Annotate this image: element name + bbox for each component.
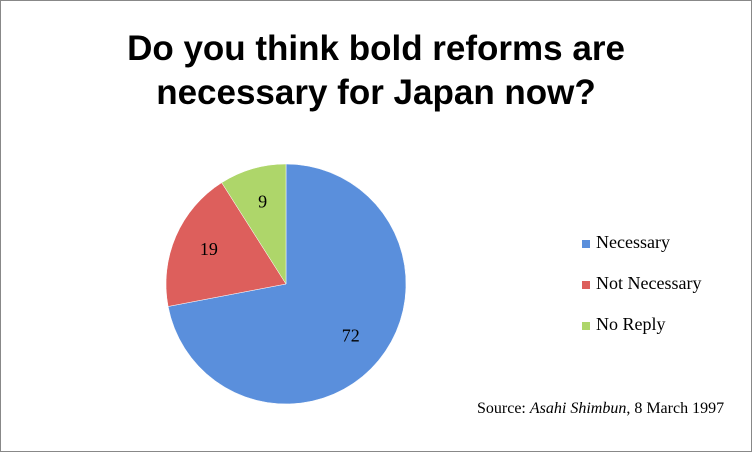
- legend-label: No Reply: [596, 314, 666, 334]
- pie-slice: [167, 163, 407, 405]
- chart-title: Do you think bold reforms are necessary …: [127, 29, 625, 112]
- legend-marker: [582, 322, 590, 330]
- data-label: 72: [342, 326, 360, 346]
- data-label: 19: [200, 239, 218, 259]
- source-suffix: , 8 March 1997: [626, 400, 725, 417]
- pie-slice: [165, 182, 287, 307]
- source-publication: Asahi Shimbun: [529, 400, 627, 417]
- pie-slice: [221, 163, 287, 285]
- data-label: 9: [258, 191, 267, 211]
- source-note: Source: Asahi Shimbun, 8 March 1997: [477, 399, 739, 419]
- legend-label: Not Necessary: [596, 273, 701, 293]
- legend-marker: [582, 240, 590, 248]
- legend-marker: [582, 281, 590, 289]
- legend-label: Necessary: [596, 232, 670, 252]
- source-prefix: Source:: [477, 400, 526, 417]
